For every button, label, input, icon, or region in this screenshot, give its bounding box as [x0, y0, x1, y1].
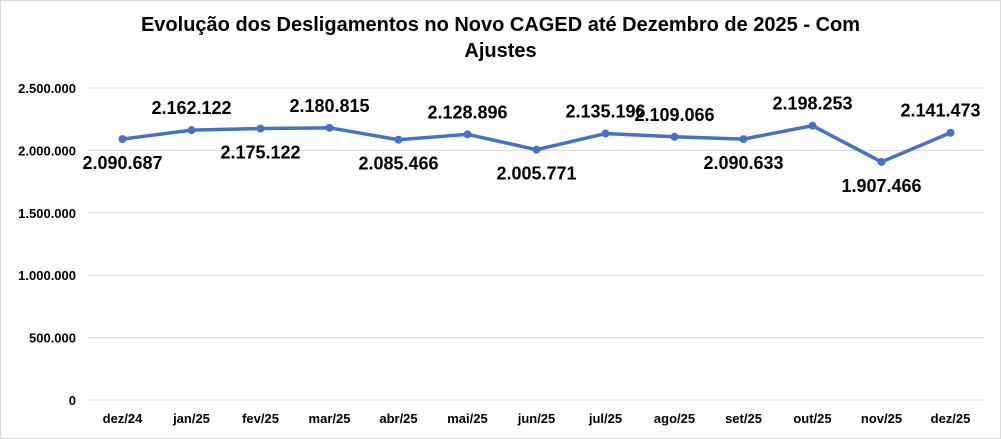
y-tick-label: 0 — [69, 393, 76, 408]
x-tick-label: jul/25 — [588, 411, 622, 426]
data-label: 2.109.066 — [634, 105, 714, 125]
data-point — [394, 135, 403, 144]
x-tick-label: dez/25 — [931, 411, 971, 426]
x-tick-label: abr/25 — [379, 411, 417, 426]
data-label: 2.162.122 — [151, 98, 231, 118]
data-point — [256, 124, 265, 133]
data-label: 2.141.473 — [900, 101, 980, 121]
data-point — [118, 135, 127, 144]
x-tick-label: ago/25 — [654, 411, 695, 426]
data-point — [187, 126, 196, 135]
data-point — [601, 129, 610, 138]
x-tick-label: mai/25 — [447, 411, 487, 426]
data-label: 2.085.466 — [358, 154, 438, 174]
x-tick-label: nov/25 — [861, 411, 902, 426]
x-tick-label: set/25 — [725, 411, 762, 426]
data-point — [463, 130, 472, 139]
y-tick-label: 500.000 — [29, 331, 76, 346]
y-tick-label: 2.000.000 — [18, 143, 76, 158]
data-point — [739, 135, 748, 144]
data-label: 2.128.896 — [427, 102, 507, 122]
y-tick-label: 1.000.000 — [18, 268, 76, 283]
x-tick-label: out/25 — [793, 411, 831, 426]
data-label: 2.135.196 — [565, 102, 645, 122]
x-tick-label: mar/25 — [309, 411, 351, 426]
data-label: 2.180.815 — [289, 96, 369, 116]
data-point — [670, 132, 679, 141]
data-label: 2.090.633 — [703, 153, 783, 173]
data-label: 2.175.122 — [220, 143, 300, 163]
y-tick-label: 2.500.000 — [18, 81, 76, 96]
data-label: 2.005.771 — [496, 164, 576, 184]
chart-title-line2: Ajustes — [464, 40, 537, 62]
data-point — [532, 145, 541, 154]
y-tick-label: 1.500.000 — [18, 206, 76, 221]
chart-title: Evolução dos Desligamentos no Novo CAGED… — [0, 12, 1001, 64]
data-point — [946, 128, 955, 137]
chart-title-line1: Evolução dos Desligamentos no Novo CAGED… — [140, 14, 861, 36]
x-tick-label: dez/24 — [103, 411, 144, 426]
data-label: 1.907.466 — [841, 176, 921, 196]
x-tick-label: jun/25 — [517, 411, 556, 426]
x-tick-label: fev/25 — [242, 411, 279, 426]
data-label: 2.198.253 — [772, 94, 852, 114]
data-label: 2.090.687 — [82, 153, 162, 173]
data-point — [808, 121, 817, 130]
data-point — [877, 157, 886, 166]
data-point — [325, 123, 334, 132]
x-tick-label: jan/25 — [172, 411, 210, 426]
